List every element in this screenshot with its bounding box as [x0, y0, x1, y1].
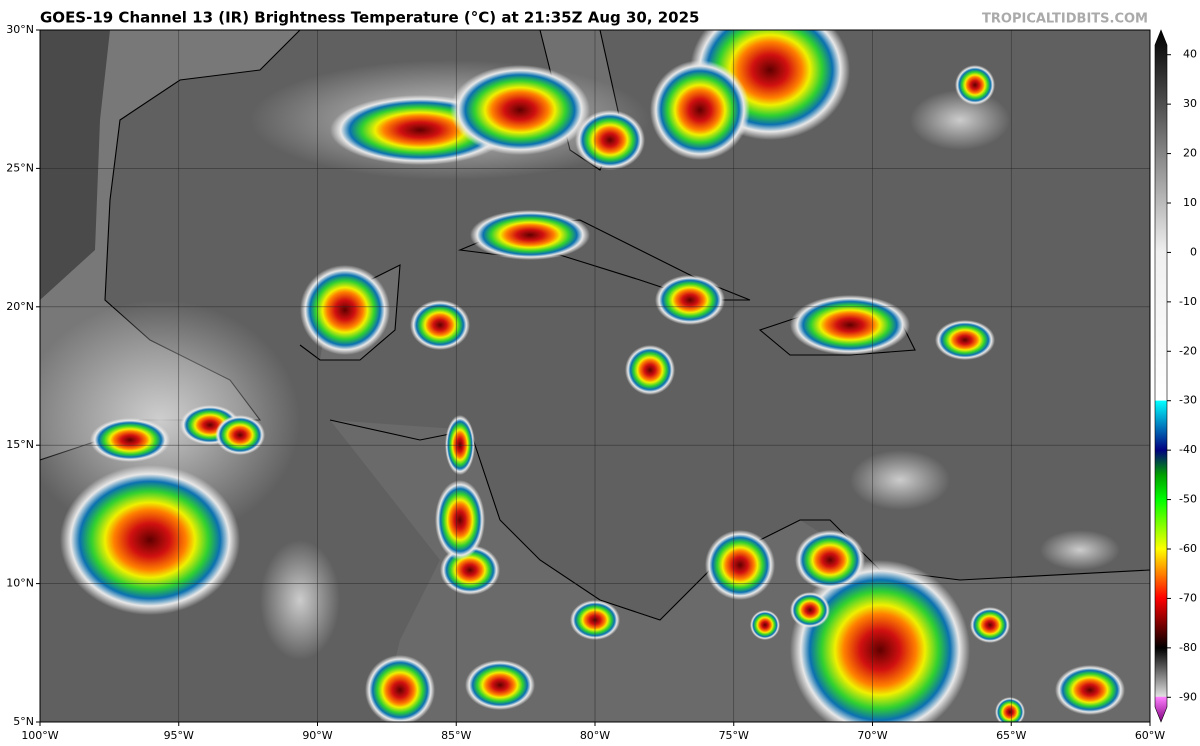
graticule [40, 30, 1150, 722]
x-tick-label: 70°W [857, 729, 887, 742]
y-tick-label: 5°N [13, 715, 34, 728]
cloud [910, 90, 1010, 150]
cloud-layer [40, 30, 1125, 722]
colorbar-tick-label: -90 [1179, 690, 1197, 703]
y-tick-label: 10°N [6, 577, 34, 590]
x-tick-label: 80°W [580, 729, 610, 742]
colorbar-tick-label: 10 [1183, 196, 1197, 209]
x-tick-label: 100°W [21, 729, 58, 742]
cloud [60, 465, 240, 615]
colorbar-tick-label: -80 [1179, 641, 1197, 654]
colorbar-tick-label: 20 [1183, 147, 1197, 160]
colorbar-tick-label: -40 [1179, 443, 1197, 456]
cloud [650, 60, 750, 160]
watermark: TROPICALTIDBITS.COM [982, 12, 1148, 27]
cloud [365, 655, 435, 722]
cloud [995, 697, 1025, 722]
cloud [465, 660, 535, 710]
cloud [450, 65, 590, 155]
colorbar [1154, 29, 1168, 723]
cloud [300, 265, 390, 355]
cloud [1055, 665, 1125, 715]
colorbar-tick-label: -20 [1179, 344, 1197, 357]
cloud [705, 530, 775, 600]
cloud [795, 530, 865, 590]
cloud [850, 450, 950, 510]
cloud [575, 110, 645, 170]
cloud [790, 295, 910, 355]
axes: 100°W 95°W 90°W 85°W 80°W 75°W 70°W 65°W 60°W 5°N… [6, 23, 1197, 742]
x-tick-label: 60°W [1135, 729, 1165, 742]
x-tick-label: 65°W [996, 729, 1026, 742]
colorbar-tick-label: -30 [1179, 394, 1197, 407]
cloud [1040, 530, 1120, 570]
cloud [260, 540, 340, 660]
cloud [970, 607, 1010, 643]
colorbar-tick-label: -50 [1179, 493, 1197, 506]
colorbar-tick-label: -10 [1179, 295, 1197, 308]
y-tick-label: 25°N [6, 161, 34, 174]
cloud [215, 415, 265, 455]
colorbar-tick-label: 0 [1190, 245, 1197, 258]
colorbar-tick-label: 40 [1183, 48, 1197, 61]
colorbar-tick-label: 30 [1183, 97, 1197, 110]
y-tick-label: 30°N [6, 23, 34, 36]
cloud [470, 210, 590, 260]
title: GOES-19 Channel 13 (IR) Brightness Tempe… [40, 9, 700, 27]
cloud [655, 275, 725, 325]
cloud [790, 560, 970, 722]
cloud [955, 65, 995, 105]
x-tick-label: 90°W [302, 729, 332, 742]
y-tick-label: 20°N [6, 300, 34, 313]
cloud [435, 480, 485, 560]
cloud [410, 300, 470, 350]
satellite-image [40, 30, 1150, 722]
colorbar-tick-label: -60 [1179, 542, 1197, 555]
y-tick-label: 15°N [6, 438, 34, 451]
cloud [935, 320, 995, 360]
x-tick-label: 95°W [164, 729, 194, 742]
x-tick-label: 85°W [441, 729, 471, 742]
coastline [299, 264, 401, 361]
land [40, 30, 110, 300]
cloud [790, 592, 830, 628]
x-tick-label: 75°W [719, 729, 749, 742]
cloud [90, 418, 170, 462]
colorbar-tick-label: -70 [1179, 591, 1197, 604]
cloud [625, 345, 675, 395]
cloud [750, 610, 780, 640]
